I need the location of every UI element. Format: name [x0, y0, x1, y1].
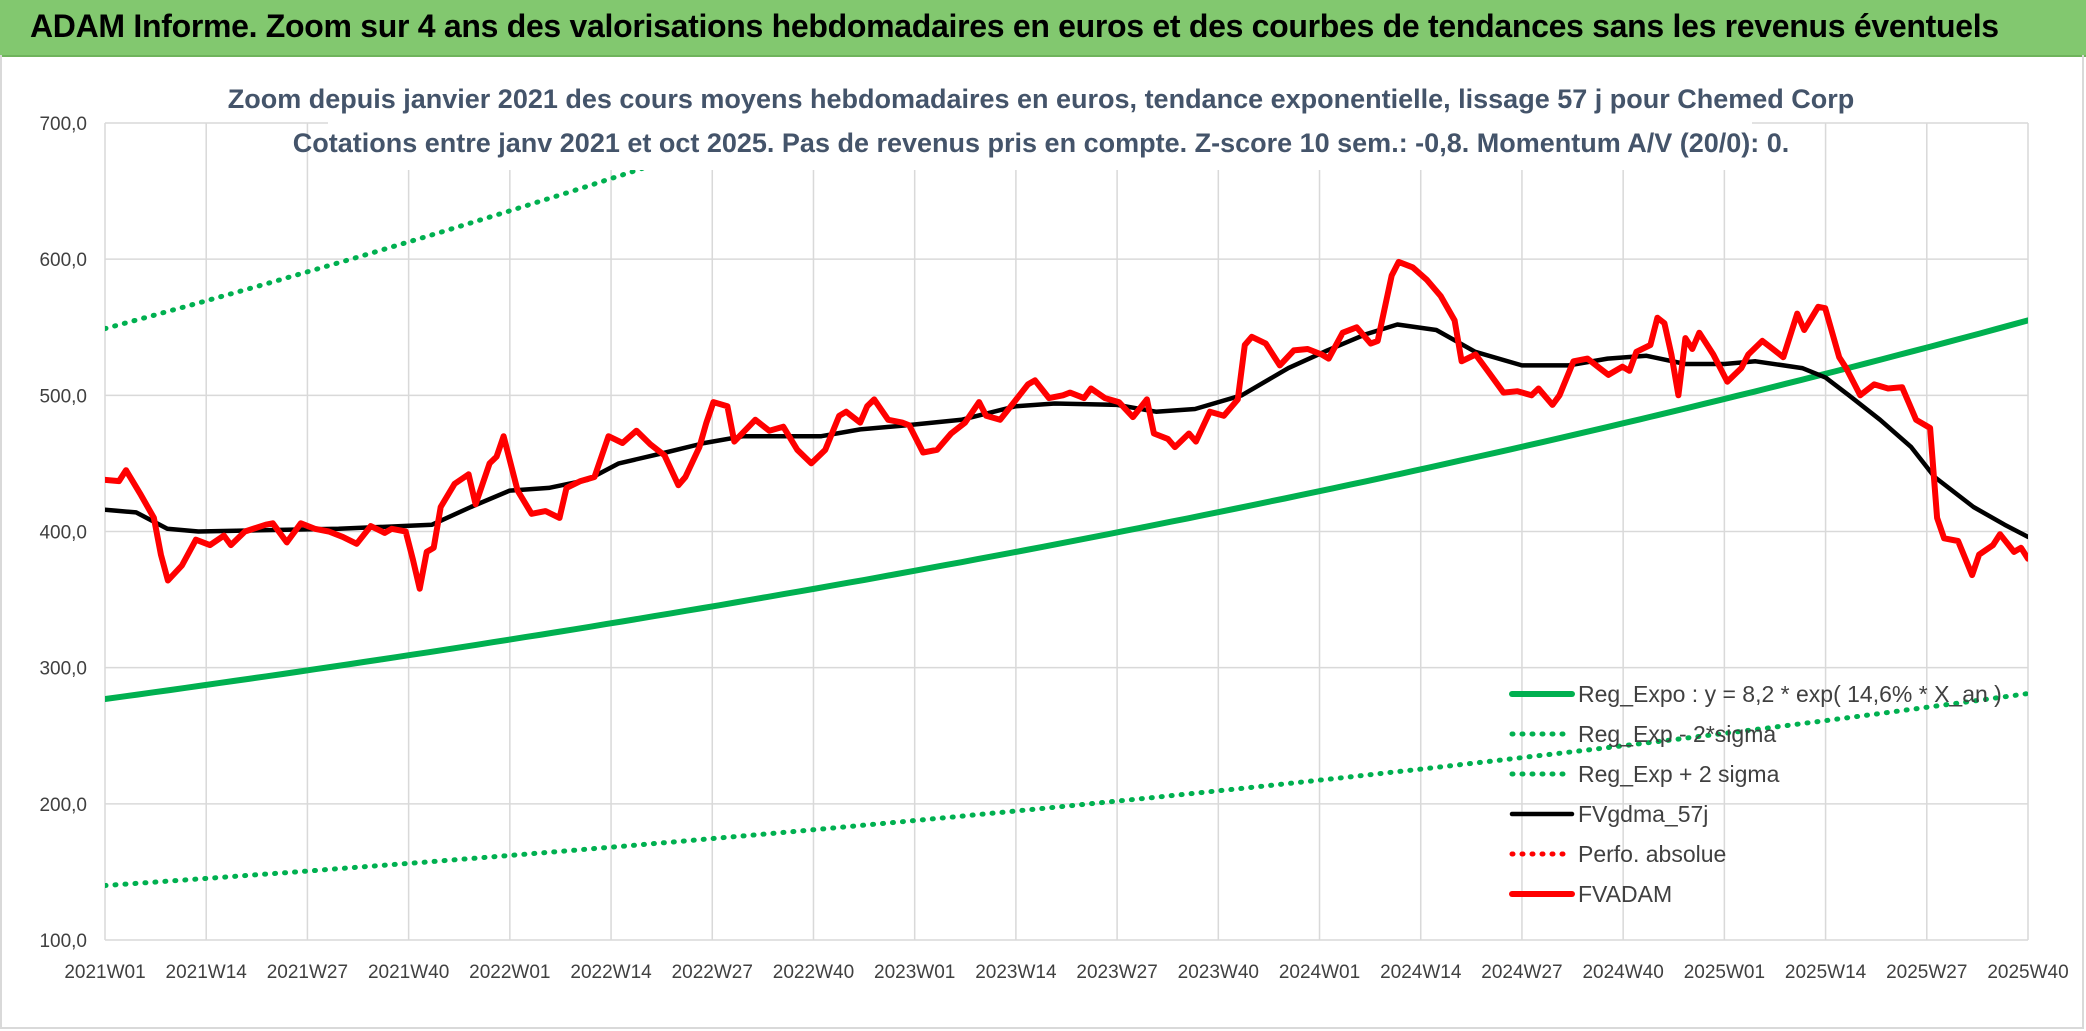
y-tick-label: 400,0: [39, 523, 87, 544]
x-tick-label: 2021W27: [267, 962, 348, 983]
series-line-fvadam: [105, 258, 2028, 592]
x-tick-label: 2024W27: [1481, 962, 1562, 983]
y-tick-label: 700,0: [39, 114, 87, 135]
legend-label-fvgdma-57j: FVgdma_57j: [1578, 801, 1708, 827]
x-tick-label: 2023W27: [1076, 962, 1157, 983]
x-axis-ticks: 2021W01 2021W14 2021W27 2021W40 2022W01 2022W…: [64, 962, 2068, 983]
y-tick-label: 500,0: [39, 386, 87, 407]
y-axis-ticks: 700,0 600,0 500,0 400,0 300,0 200,0 100,0: [39, 114, 87, 952]
x-tick-label: 2022W40: [773, 962, 854, 983]
chart-gridlines: [104, 122, 2029, 941]
x-tick-label: 2024W01: [1279, 962, 1360, 983]
chart-border: [0, 55, 2084, 1029]
series-line-reg-expo-y-8-2-exp-14-6-x-an: [105, 317, 2028, 702]
chart-title: Zoom depuis janvier 2021 des cours moyen…: [228, 84, 1855, 114]
x-tick-label: 2021W14: [166, 962, 248, 983]
legend-label-perfo-absolue: Perfo. absolue: [1578, 841, 1726, 867]
x-tick-label: 2024W14: [1380, 962, 1462, 983]
series-line-fvgdma-57j: [105, 322, 2028, 540]
x-tick-label: 2024W40: [1582, 962, 1663, 983]
chart-legend: Reg_Expo : y = 8,2 * exp( 14,6% * X_an )…: [1509, 681, 2002, 907]
x-tick-label: 2025W14: [1785, 962, 1867, 983]
x-tick-label: 2025W27: [1886, 962, 1967, 983]
legend-label-reg-expo-y-8-2-exp-14-6-x-an: Reg_Expo : y = 8,2 * exp( 14,6% * X_an ): [1578, 681, 2002, 707]
x-tick-label: 2025W01: [1684, 962, 1765, 983]
x-tick-label: 2021W40: [368, 962, 449, 983]
title-backdrop: [328, 78, 1752, 170]
x-tick-label: 2025W40: [1987, 962, 2068, 983]
x-tick-label: 2023W14: [975, 962, 1057, 983]
chart-subtitle: Cotations entre janv 2021 et oct 2025. P…: [293, 128, 1790, 158]
series-line-reg-exp-2-sigma: [105, 123, 785, 332]
y-tick-label: 600,0: [39, 250, 87, 271]
legend-label-fvadam: FVADAM: [1578, 881, 1672, 907]
x-tick-label: 2022W14: [570, 962, 652, 983]
x-tick-label: 2022W27: [672, 962, 753, 983]
legend-label-reg-exp-2-sigma: Reg_Exp + 2 sigma: [1578, 761, 1780, 787]
y-tick-label: 100,0: [39, 931, 87, 952]
chart-series: [105, 123, 2028, 888]
legend-label-reg-exp-2-sigma: Reg_Exp - 2*sigma: [1578, 721, 1776, 747]
x-tick-label: 2022W01: [469, 962, 550, 983]
y-tick-label: 300,0: [39, 659, 87, 680]
x-tick-label: 2023W01: [874, 962, 955, 983]
x-tick-label: 2023W40: [1178, 962, 1259, 983]
report-banner: ADAM Informe. Zoom sur 4 ans des valoris…: [0, 0, 2086, 57]
report-title: ADAM Informe. Zoom sur 4 ans des valoris…: [30, 8, 1999, 44]
x-tick-label: 2021W01: [64, 962, 145, 983]
y-tick-label: 200,0: [39, 795, 87, 816]
series-line-reg-exp-2-sigma: [105, 691, 2028, 888]
